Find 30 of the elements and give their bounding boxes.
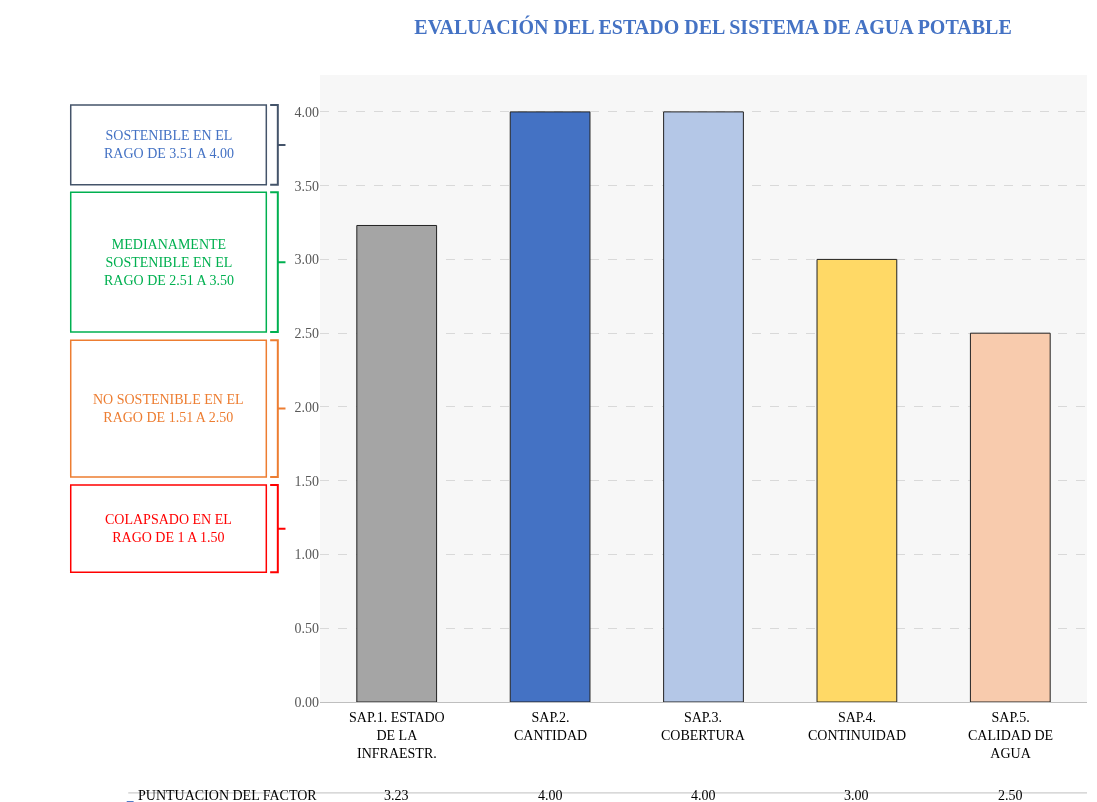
y-tick-label: 0.00 [294, 694, 319, 710]
x-tick-label: SAP.2. CANTIDAD [514, 710, 588, 744]
y-tick-label: 1.00 [294, 547, 319, 563]
y-tick-label: 1.50 [294, 473, 319, 489]
y-tick-label: 4.00 [294, 104, 319, 120]
bar [509, 111, 591, 702]
data-label: 3.23 [384, 788, 409, 802]
data-label: 3.00 [844, 788, 869, 802]
x-tick-label: SAP.1. ESTADO DE LA INFRAESTR. [349, 710, 445, 762]
y-tick-label: 3.50 [294, 178, 319, 194]
y-tick-label: 2.00 [294, 399, 319, 415]
x-tick-label: SAP.3. COBERTURA [661, 710, 746, 744]
y-tick-label: 2.50 [294, 326, 319, 342]
y-tick-label: 0.50 [294, 621, 319, 637]
y-tick-label: 3.00 [294, 252, 319, 268]
x-tick-label: SAP.5. CALIDAD DE AGUA [968, 710, 1054, 762]
x-tick-label: SAP.4. CONTINUIDAD [808, 710, 906, 744]
bar [816, 258, 898, 702]
text: COLAPSADO EN EL RAGO DE 1 A 1.50 [105, 512, 232, 546]
text: PUNTUACION DEL FACTOR [138, 788, 318, 802]
text: SOSTENIBLE EN EL RAGO DE 3.51 A 4.00 [104, 128, 234, 162]
data-label: 2.50 [998, 788, 1023, 802]
data-label: 4.00 [691, 788, 716, 802]
bar [663, 111, 744, 702]
bar [969, 332, 1051, 702]
text: MEDIANAMENTE SOSTENIBLE EN EL RAGO DE 2.51 A 3.50 [104, 237, 234, 289]
chart-title: EVALUACIÓN DEL ESTADO DEL SISTEMA DE AGUA POTABLE [414, 15, 1012, 39]
data-label: 4.00 [538, 788, 563, 802]
bar [356, 224, 438, 702]
text: NO SOSTENIBLE EN EL RAGO DE 1.51 A 2.50 [93, 392, 244, 426]
